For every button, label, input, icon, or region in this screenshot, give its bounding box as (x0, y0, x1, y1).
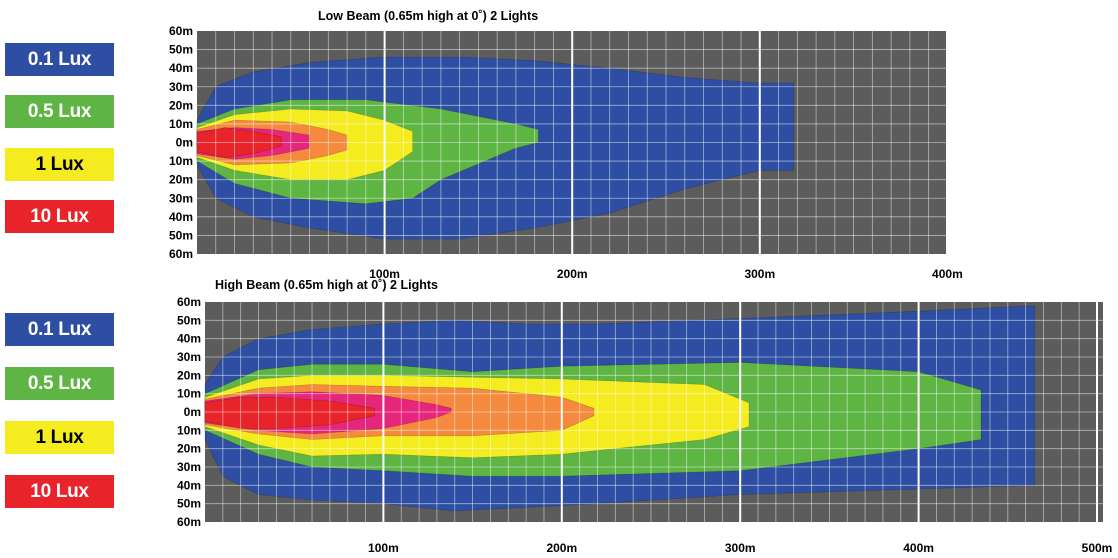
legend-high-0-5-lux: 0.5 Lux (5, 367, 114, 400)
y-tick-label: 10m (169, 117, 193, 131)
legend-low-0-5-lux: 0.5 Lux (5, 95, 114, 128)
y-tick-label: 20m (169, 173, 193, 187)
y-tick-label: 40m (169, 210, 193, 224)
y-tick-label: 20m (177, 368, 201, 382)
y-tick-label: 60m (177, 295, 201, 309)
y-tick-label: 0m (176, 136, 193, 150)
legend-low-10-lux: 10 Lux (5, 200, 114, 233)
legend-label: 10 Lux (30, 480, 89, 502)
legend-label: 10 Lux (30, 205, 89, 227)
y-tick-label: 20m (177, 442, 201, 456)
legend-high-1-lux: 1 Lux (5, 421, 114, 454)
y-tick-label: 10m (177, 387, 201, 401)
legend-label: 1 Lux (35, 426, 84, 448)
x-tick-label: 300m (725, 541, 756, 555)
y-tick-label: 40m (177, 478, 201, 492)
x-tick-label: 200m (557, 267, 588, 281)
legend-label: 0.1 Lux (27, 48, 92, 70)
x-tick-label: 100m (369, 267, 400, 281)
y-tick-label: 30m (177, 350, 201, 364)
y-tick-label: 30m (169, 80, 193, 94)
x-tick-label: 200m (546, 541, 577, 555)
y-tick-label: 30m (177, 460, 201, 474)
y-tick-label: 40m (177, 332, 201, 346)
y-tick-label: 0m (184, 405, 201, 419)
x-tick-label: 500m (1082, 541, 1113, 555)
x-tick-label: 400m (932, 267, 963, 281)
y-tick-label: 10m (177, 423, 201, 437)
y-tick-label: 60m (177, 515, 201, 529)
y-tick-label: 20m (169, 98, 193, 112)
legend-high-0-1-lux: 0.1 Lux (5, 313, 114, 346)
y-tick-label: 50m (177, 313, 201, 327)
legend-label: 1 Lux (35, 153, 84, 175)
y-tick-label: 10m (169, 154, 193, 168)
y-tick-label: 50m (177, 497, 201, 511)
legend-label: 0.5 Lux (27, 372, 92, 394)
x-tick-label: 300m (744, 267, 775, 281)
x-tick-label: 100m (368, 541, 399, 555)
y-tick-label: 40m (169, 61, 193, 75)
y-tick-label: 60m (169, 24, 193, 38)
y-tick-label: 50m (169, 43, 193, 57)
legend-high-10-lux: 10 Lux (5, 475, 114, 508)
high-beam-title: High Beam (0.65m high at 0˚) 2 Lights (215, 278, 438, 292)
y-tick-label: 60m (169, 247, 193, 261)
y-tick-label: 30m (169, 191, 193, 205)
legend-low-1-lux: 1 Lux (5, 148, 114, 181)
y-tick-label: 50m (169, 228, 193, 242)
legend-label: 0.5 Lux (27, 100, 92, 122)
legend-low-0-1-lux: 0.1 Lux (5, 43, 114, 76)
contour-10-lux (204, 397, 375, 429)
low-beam-title: Low Beam (0.65m high at 0˚) 2 Lights (318, 9, 539, 23)
legend-label: 0.1 Lux (27, 318, 92, 340)
x-tick-label: 400m (903, 541, 934, 555)
